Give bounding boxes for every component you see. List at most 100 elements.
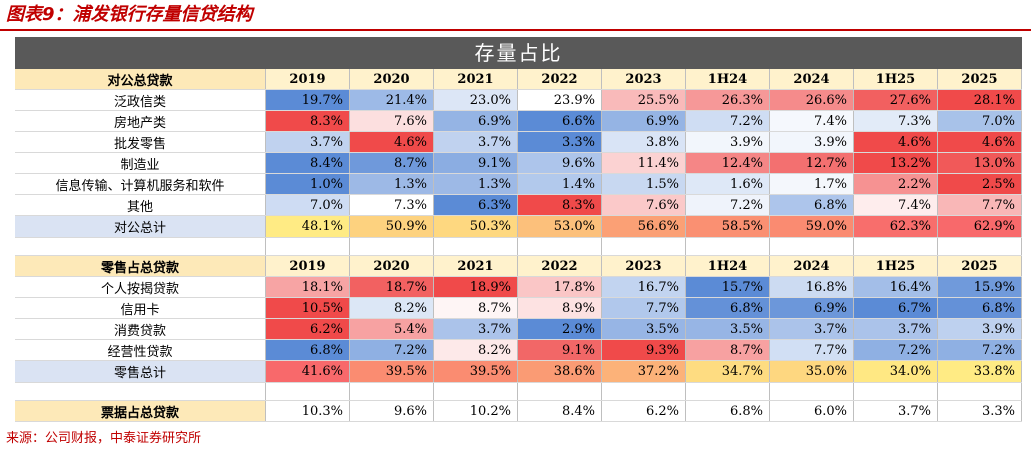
empty-cell bbox=[15, 237, 266, 256]
value-cell: 2.9% bbox=[517, 318, 602, 340]
value-cell: 8.2% bbox=[433, 339, 518, 361]
value-cell: 10.3% bbox=[265, 400, 350, 422]
period-header: 2025 bbox=[937, 69, 1022, 90]
period-header: 2022 bbox=[517, 255, 602, 277]
value-cell: 7.2% bbox=[685, 194, 770, 216]
value-cell: 37.2% bbox=[601, 360, 686, 383]
period-header: 2023 bbox=[601, 69, 686, 90]
empty-cell bbox=[15, 382, 266, 401]
value-cell: 1.3% bbox=[433, 173, 518, 195]
value-cell: 6.2% bbox=[601, 400, 686, 422]
value-cell: 11.4% bbox=[601, 152, 686, 174]
table-row: 经营性贷款 6.8% 7.2% 8.2% 9.1% 9.3% 8.7% 7.7% 7.2% 7.2… bbox=[15, 339, 1022, 361]
empty-cell bbox=[685, 237, 770, 256]
value-cell: 6.6% bbox=[517, 110, 602, 132]
value-cell: 1.4% bbox=[517, 173, 602, 195]
value-cell: 8.7% bbox=[685, 339, 770, 361]
table-row: 泛政信类 19.7% 21.4% 23.0% 23.9% 25.5% 26.3% 26.6% 2… bbox=[15, 89, 1022, 111]
table-row: 个人按揭贷款 18.1% 18.7% 18.9% 17.8% 16.7% 15.7% 16.8… bbox=[15, 276, 1022, 298]
period-header: 1H25 bbox=[853, 69, 938, 90]
value-cell: 7.7% bbox=[937, 194, 1022, 216]
value-cell: 1.6% bbox=[685, 173, 770, 195]
value-cell: 18.9% bbox=[433, 276, 518, 298]
value-cell: 6.7% bbox=[853, 297, 938, 319]
value-cell: 4.6% bbox=[853, 131, 938, 153]
value-cell: 7.3% bbox=[853, 110, 938, 132]
value-cell: 26.6% bbox=[769, 89, 854, 111]
value-cell: 6.9% bbox=[433, 110, 518, 132]
empty-cell bbox=[349, 237, 434, 256]
value-cell: 5.4% bbox=[349, 318, 434, 340]
period-header: 2024 bbox=[769, 69, 854, 90]
loan-structure-table: 对公总贷款 2019 2020 2021 2022 2023 1H24 2024 1H25 202… bbox=[15, 69, 1022, 422]
row-label: 票据占总贷款 bbox=[15, 400, 266, 422]
spacer-row bbox=[15, 382, 1022, 401]
value-cell: 2.5% bbox=[937, 173, 1022, 195]
value-cell: 9.6% bbox=[517, 152, 602, 174]
section-header-label: 零售占总贷款 bbox=[15, 255, 266, 277]
value-cell: 23.9% bbox=[517, 89, 602, 111]
value-cell: 38.6% bbox=[517, 360, 602, 383]
value-cell: 6.8% bbox=[265, 339, 350, 361]
empty-cell bbox=[769, 382, 854, 401]
empty-cell bbox=[433, 237, 518, 256]
value-cell: 17.8% bbox=[517, 276, 602, 298]
value-cell: 8.9% bbox=[517, 297, 602, 319]
value-cell: 8.3% bbox=[265, 110, 350, 132]
value-cell: 3.7% bbox=[433, 318, 518, 340]
row-label: 房地产类 bbox=[15, 110, 266, 132]
value-cell: 6.8% bbox=[685, 297, 770, 319]
value-cell: 21.4% bbox=[349, 89, 434, 111]
value-cell: 3.7% bbox=[769, 318, 854, 340]
value-cell: 41.6% bbox=[265, 360, 350, 383]
value-cell: 6.9% bbox=[769, 297, 854, 319]
source-note: 来源：公司财报，中泰证券研究所 bbox=[6, 431, 202, 446]
value-cell: 3.7% bbox=[853, 400, 938, 422]
period-header: 2019 bbox=[265, 255, 350, 277]
value-cell: 28.1% bbox=[937, 89, 1022, 111]
value-cell: 12.4% bbox=[685, 152, 770, 174]
value-cell: 6.2% bbox=[265, 318, 350, 340]
value-cell: 25.5% bbox=[601, 89, 686, 111]
section-header-row: 对公总贷款 2019 2020 2021 2022 2023 1H24 2024 1H25 202… bbox=[15, 69, 1022, 90]
row-label: 其他 bbox=[15, 194, 266, 216]
period-header: 2019 bbox=[265, 69, 350, 90]
value-cell: 7.7% bbox=[769, 339, 854, 361]
value-cell: 7.6% bbox=[349, 110, 434, 132]
empty-cell bbox=[601, 237, 686, 256]
value-cell: 3.7% bbox=[265, 131, 350, 153]
row-label: 对公总计 bbox=[15, 215, 266, 238]
value-cell: 8.4% bbox=[265, 152, 350, 174]
table-row: 信用卡 10.5% 8.2% 8.7% 8.9% 7.7% 6.8% 6.9% 6.7% 6.8% bbox=[15, 297, 1022, 319]
value-cell: 6.8% bbox=[769, 194, 854, 216]
value-cell: 1.7% bbox=[769, 173, 854, 195]
spacer-row bbox=[15, 237, 1022, 256]
value-cell: 16.4% bbox=[853, 276, 938, 298]
empty-cell bbox=[853, 382, 938, 401]
value-cell: 18.1% bbox=[265, 276, 350, 298]
value-cell: 3.3% bbox=[937, 400, 1022, 422]
value-cell: 39.5% bbox=[349, 360, 434, 383]
value-cell: 13.2% bbox=[853, 152, 938, 174]
value-cell: 8.2% bbox=[349, 297, 434, 319]
value-cell: 2.2% bbox=[853, 173, 938, 195]
row-label: 经营性贷款 bbox=[15, 339, 266, 361]
value-cell: 4.6% bbox=[937, 131, 1022, 153]
value-cell: 10.2% bbox=[433, 400, 518, 422]
value-cell: 4.6% bbox=[349, 131, 434, 153]
value-cell: 6.0% bbox=[769, 400, 854, 422]
value-cell: 3.9% bbox=[685, 131, 770, 153]
value-cell: 10.5% bbox=[265, 297, 350, 319]
value-cell: 7.2% bbox=[685, 110, 770, 132]
row-label: 信息传输、计算机服务和软件 bbox=[15, 173, 266, 195]
value-cell: 9.1% bbox=[517, 339, 602, 361]
table-row: 批发零售 3.7% 4.6% 3.7% 3.3% 3.8% 3.9% 3.9% 4.6% 4.6% bbox=[15, 131, 1022, 153]
table-row: 消费贷款 6.2% 5.4% 3.7% 2.9% 3.5% 3.5% 3.7% 3.7% 3.9% bbox=[15, 318, 1022, 340]
value-cell: 7.4% bbox=[769, 110, 854, 132]
row-label: 消费贷款 bbox=[15, 318, 266, 340]
period-header: 1H25 bbox=[853, 255, 938, 277]
value-cell: 9.3% bbox=[601, 339, 686, 361]
empty-cell bbox=[769, 237, 854, 256]
table-row: 其他 7.0% 7.3% 6.3% 8.3% 7.6% 7.2% 6.8% 7.4% 7.7% bbox=[15, 194, 1022, 216]
value-cell: 8.3% bbox=[517, 194, 602, 216]
